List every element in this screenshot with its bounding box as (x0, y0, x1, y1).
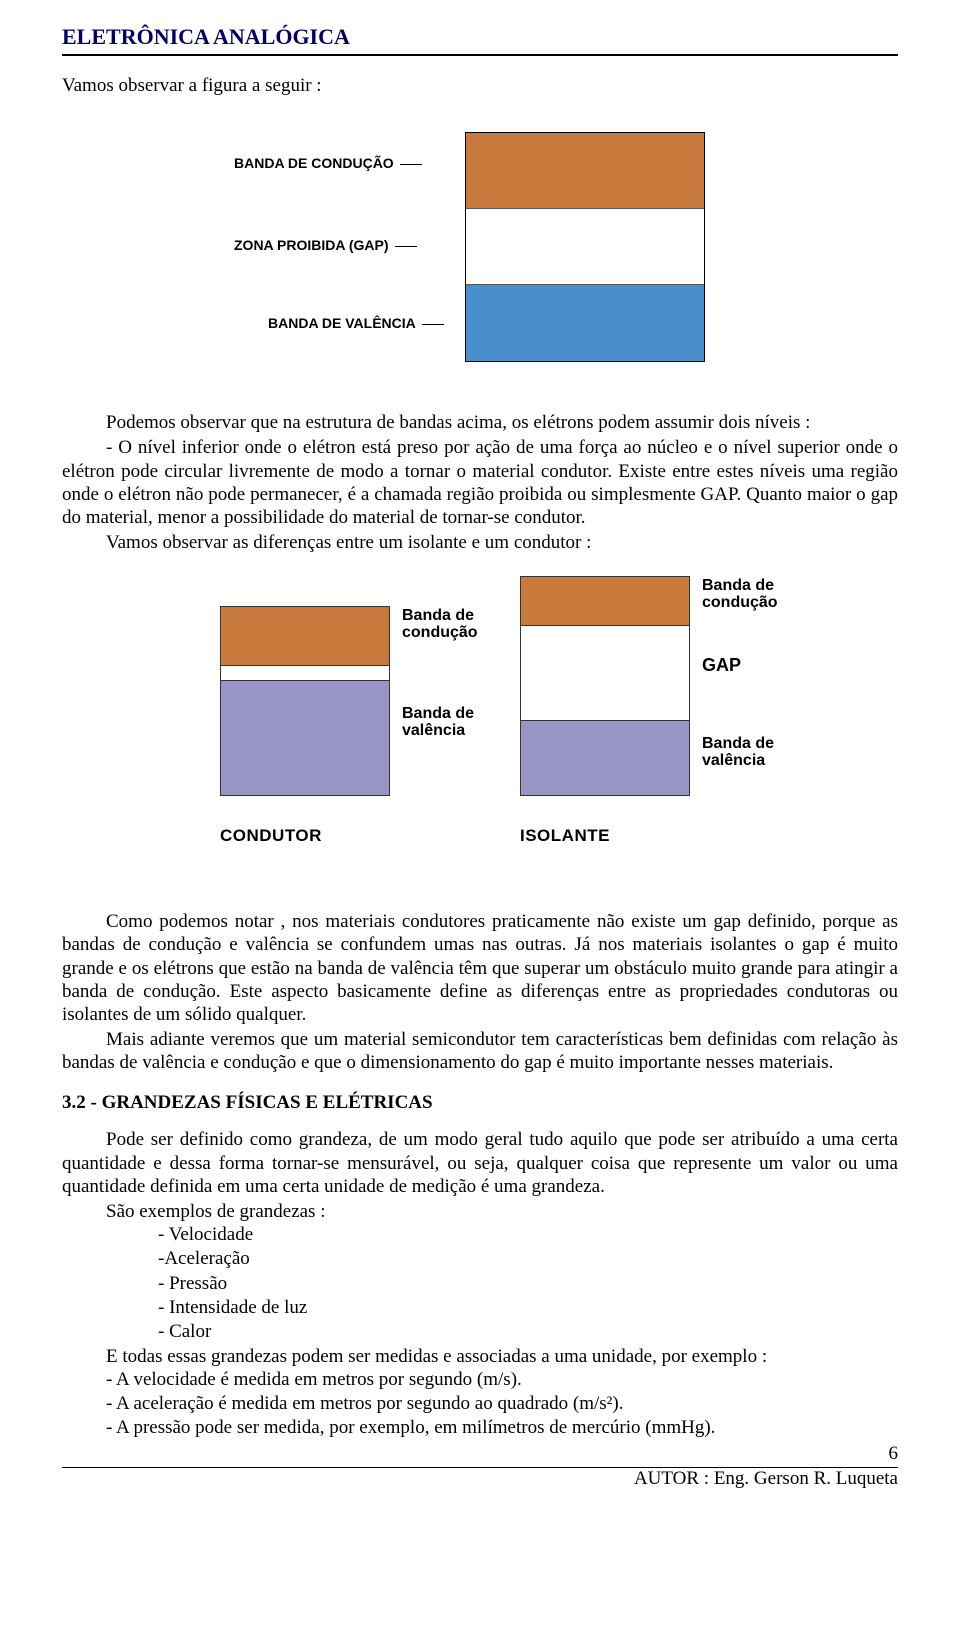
para-6: Pode ser definido como grandeza, de um m… (62, 1128, 898, 1198)
fig1-bands (465, 132, 705, 362)
para-1: Podemos observar que na estrutura de ban… (62, 411, 898, 434)
figure-conductor-vs-isolante: Banda decondução Banda devalência Banda … (140, 566, 820, 886)
fig2-left-gap (220, 666, 390, 680)
fig2-label-cond-left: Banda decondução (402, 608, 478, 642)
fig1-label-gap: ZONA PROIBIDA (GAP) (234, 237, 417, 253)
fig1-label-conducao-text: BANDA DE CONDUÇÃO (234, 155, 394, 171)
fig2-label-val-left: Banda devalência (402, 706, 474, 740)
fig2-right-cond (520, 576, 690, 626)
fig1-label-gap-text: ZONA PROIBIDA (GAP) (234, 237, 389, 253)
para-3: Vamos observar as diferenças entre um is… (62, 531, 898, 554)
fig2-label-cond-right: Banda decondução (702, 578, 778, 612)
fig1-label-valencia-text: BANDA DE VALÊNCIA (268, 315, 416, 331)
examples-intro: São exemplos de grandezas : (62, 1200, 898, 1223)
fig2-conductor-block (220, 576, 390, 796)
doc-title: ELETRÔNICA ANALÓGICA (62, 24, 898, 50)
fig1-band-valencia (466, 285, 704, 361)
list-item: - A velocidade é medida em metros por se… (106, 1368, 898, 1392)
fig1-label-conducao: BANDA DE CONDUÇÃO (234, 155, 422, 171)
tick-icon (400, 164, 422, 166)
intro-line: Vamos observar a figura a seguir : (62, 74, 898, 97)
fig2-label-val-right: Banda devalência (702, 736, 774, 770)
examples-list: - Velocidade -Aceleração - Pressão - Int… (158, 1223, 898, 1345)
page: ELETRÔNICA ANALÓGICA Vamos observar a fi… (0, 0, 960, 1506)
page-number: 6 (62, 1443, 898, 1465)
para-5: Mais adiante veremos que um material sem… (62, 1028, 898, 1074)
fig1-label-valencia: BANDA DE VALÊNCIA (268, 315, 444, 331)
fig2-right-val (520, 720, 690, 796)
author-line: AUTOR : Eng. Gerson R. Luqueta (62, 1468, 898, 1490)
fig2-left-val (220, 680, 390, 796)
figure-band-structure: BANDA DE CONDUÇÃO ZONA PROIBIDA (GAP) BA… (230, 107, 730, 387)
tick-icon (395, 246, 417, 248)
section-heading: 3.2 - GRANDEZAS FÍSICAS E ELÉTRICAS (62, 1092, 898, 1114)
tick-icon (422, 324, 444, 326)
fig1-band-conducao (466, 133, 704, 209)
para-2-text: - O nível inferior onde o elétron está p… (62, 437, 898, 528)
list-item: - Intensidade de luz (158, 1296, 898, 1320)
fig2-isolante-block (520, 576, 690, 796)
fig2-right-gap (520, 626, 690, 720)
para-7: E todas essas grandezas podem ser medida… (106, 1345, 898, 1368)
para-2: - O nível inferior onde o elétron está p… (62, 436, 898, 529)
list-item: - Velocidade (158, 1223, 898, 1247)
fig2-bottom-isolante: ISOLANTE (520, 826, 610, 846)
list-item: - Calor (158, 1320, 898, 1344)
fig2-left-cond (220, 606, 390, 666)
end-bullets: - A velocidade é medida em metros por se… (106, 1368, 898, 1441)
para-4: Como podemos notar , nos materiais condu… (62, 910, 898, 1026)
top-rule (62, 54, 898, 56)
fig2-label-gap-right: GAP (702, 656, 741, 675)
list-item: - Pressão (158, 1272, 898, 1296)
fig1-band-gap (466, 209, 704, 285)
list-item: - A aceleração é medida em metros por se… (106, 1392, 898, 1416)
list-item: - A pressão pode ser medida, por exemplo… (106, 1416, 898, 1440)
fig2-bottom-condutor: CONDUTOR (220, 826, 322, 846)
list-item: -Aceleração (158, 1247, 898, 1271)
